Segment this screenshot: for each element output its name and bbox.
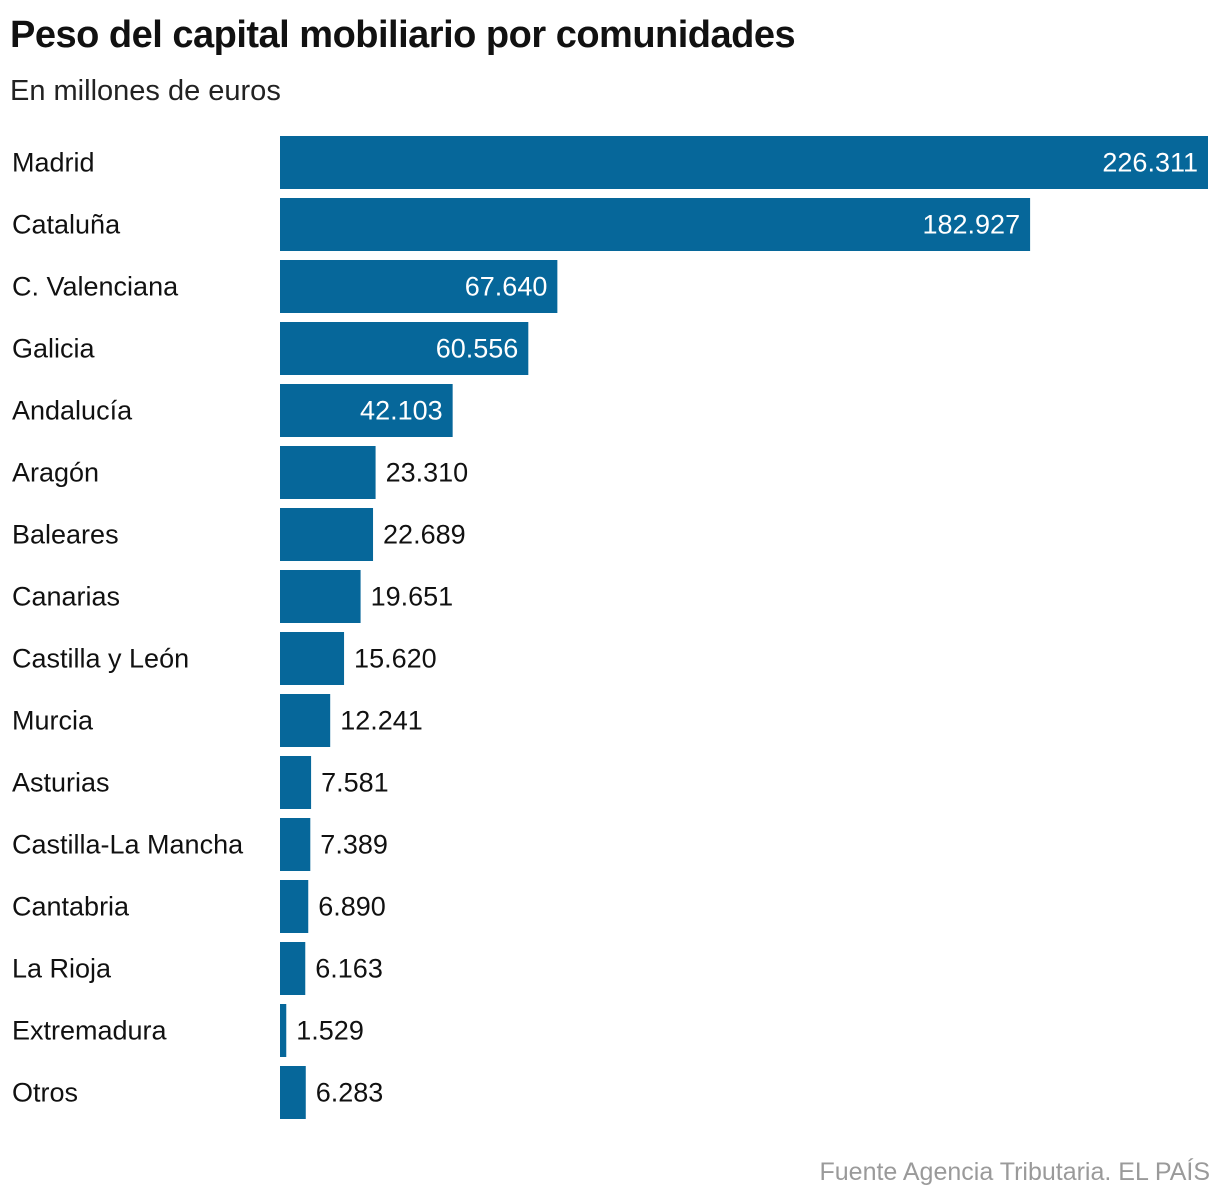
value-label: 12.241 — [340, 706, 423, 736]
category-label: Asturias — [12, 768, 110, 798]
bar — [280, 446, 376, 499]
category-label: Baleares — [12, 520, 119, 550]
category-label: Castilla y León — [12, 644, 189, 674]
bar — [280, 1004, 287, 1057]
category-label: Canarias — [12, 582, 120, 612]
bar — [280, 818, 311, 871]
value-label: 60.556 — [436, 334, 519, 364]
bar — [280, 1066, 306, 1119]
bar — [280, 880, 309, 933]
category-label: Galicia — [12, 334, 96, 364]
bar — [280, 260, 558, 313]
bar — [280, 508, 374, 561]
chart-subtitle: En millones de euros — [10, 75, 281, 107]
bar — [280, 136, 1208, 189]
category-label: Aragón — [12, 458, 99, 488]
value-label: 182.927 — [922, 210, 1020, 240]
source-note: Fuente Agencia Tributaria. EL PAÍS — [819, 1158, 1210, 1186]
category-label: Andalucía — [12, 396, 133, 426]
category-label: Otros — [12, 1078, 78, 1108]
bar — [280, 942, 306, 995]
category-label: Murcia — [12, 706, 94, 736]
value-label: 6.283 — [316, 1078, 384, 1108]
value-label: 6.163 — [315, 954, 383, 984]
category-label: Cantabria — [12, 892, 130, 922]
value-label: 1.529 — [296, 1016, 364, 1046]
category-label: Extremadura — [12, 1016, 168, 1046]
category-label: Castilla-La Mancha — [12, 830, 244, 860]
value-label: 7.581 — [321, 768, 389, 798]
value-label: 23.310 — [386, 458, 469, 488]
category-label: Madrid — [12, 148, 95, 178]
value-label: 226.311 — [1102, 148, 1198, 178]
value-label: 7.389 — [320, 830, 388, 860]
bar — [280, 198, 1031, 251]
bar — [280, 694, 331, 747]
category-label: La Rioja — [12, 954, 112, 984]
value-label: 15.620 — [354, 644, 437, 674]
bar — [280, 632, 345, 685]
category-label: Cataluña — [12, 210, 121, 240]
value-label: 42.103 — [360, 396, 443, 426]
value-label: 67.640 — [465, 272, 548, 302]
chart-title: Peso del capital mobiliario por comunida… — [10, 14, 796, 56]
value-label: 22.689 — [383, 520, 466, 550]
bar — [280, 570, 361, 623]
value-label: 19.651 — [371, 582, 454, 612]
bar — [280, 322, 529, 375]
bar — [280, 384, 453, 437]
value-label: 6.890 — [318, 892, 386, 922]
category-label: C. Valenciana — [12, 272, 179, 302]
bar — [280, 756, 312, 809]
